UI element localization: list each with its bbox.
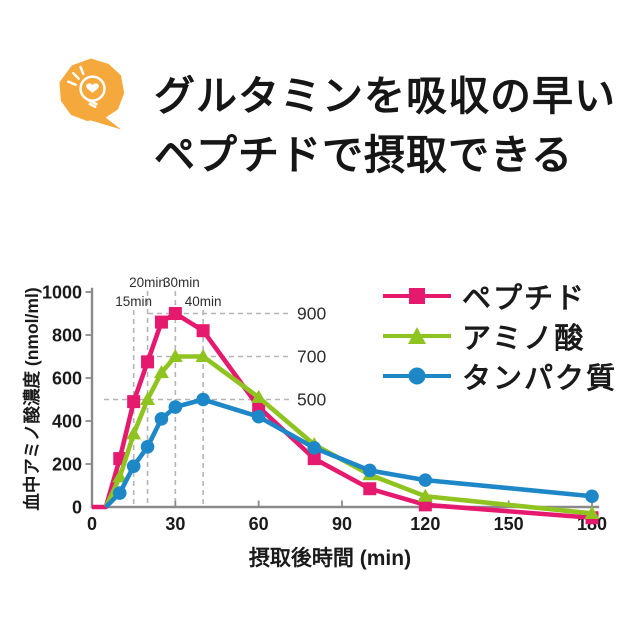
marker-square-peptide [127, 395, 141, 409]
y-tick-label-200: 200 [52, 455, 82, 475]
marker-triangle-amino-acid [153, 365, 169, 379]
y-tick-label-600: 600 [52, 369, 82, 389]
marker-square-peptide [196, 324, 210, 338]
y-tick-label-0: 0 [72, 498, 82, 518]
marker-circle-protein [251, 409, 266, 424]
page-title-line2: ペプチドで摂取できる [154, 132, 574, 179]
time-annotation-20min: 20min [129, 275, 166, 290]
value-annotation-500: 500 [297, 390, 326, 410]
time-annotation-15min: 15min [115, 294, 152, 309]
time-annotation-40min: 40min [185, 294, 222, 309]
marker-triangle-amino-acid [126, 426, 142, 440]
marker-square-peptide [363, 482, 377, 496]
marker-triangle-amino-acid [112, 469, 128, 483]
time-annotation-30min: 30min [163, 275, 200, 290]
marker-square-peptide [168, 307, 182, 320]
x-tick-label-150: 150 [494, 514, 524, 534]
series-protein [104, 392, 599, 509]
marker-triangle-amino-acid [140, 392, 156, 405]
marker-circle-protein [112, 486, 127, 500]
x-axis-title: 摂取後時間 (min) [249, 546, 411, 570]
series-line-amino-acid [103, 354, 593, 516]
value-annotation-700: 700 [297, 347, 326, 367]
x-tick-label-90: 90 [332, 514, 352, 534]
marker-square-peptide [307, 452, 321, 466]
marker-triangle-amino-acid [167, 349, 183, 362]
legend-marker-square-icon [383, 288, 451, 304]
y-tick-label-800: 800 [52, 326, 82, 346]
x-tick-label-0: 0 [87, 514, 97, 534]
legend-item-protein: タンパク質 [383, 356, 617, 396]
marker-triangle-amino-acid [195, 349, 211, 362]
x-tick-label-60: 60 [249, 514, 269, 534]
legend-item-amino-acid: アミノ酸 [383, 316, 617, 356]
y-tick-label-400: 400 [52, 412, 82, 432]
marker-square-peptide [141, 355, 155, 369]
series-peptide [92, 307, 599, 525]
marker-circle-protein [362, 463, 377, 478]
legend-label-peptide: ペプチド [462, 283, 587, 315]
y-axis-title: 血中アミノ酸濃度 (nmol/ml) [22, 287, 42, 510]
page-title: グルタミンを吸収の早い ペプチドで摂取できる [154, 67, 616, 185]
marker-triangle-amino-acid [251, 389, 267, 403]
marker-circle-protein [585, 489, 599, 504]
x-tick-label-30: 30 [165, 514, 185, 534]
tick-labels: 020040060080010000306090120150180 [42, 283, 607, 535]
marker-square-peptide [252, 400, 266, 414]
marker-circle-protein [418, 473, 433, 487]
marker-circle-protein [196, 392, 210, 407]
page-title-line1: グルタミンを吸収の早い [154, 73, 616, 120]
marker-circle-protein [168, 400, 183, 414]
legend-marker-triangle-icon [383, 327, 451, 344]
legend-marker-circle-icon [383, 367, 451, 385]
legend-item-peptide: ペプチド [383, 276, 617, 316]
marker-circle-protein [126, 459, 141, 473]
y-tick-label-1000: 1000 [42, 283, 82, 303]
marker-square-peptide [154, 315, 168, 329]
lightbulb-badge-icon [56, 57, 126, 130]
marker-circle-protein [307, 441, 322, 455]
series-line-protein [104, 397, 593, 509]
marker-circle-protein [140, 440, 155, 454]
marker-triangle-amino-acid [417, 488, 433, 502]
value-annotation-900: 900 [297, 304, 326, 324]
marker-circle-protein [154, 412, 169, 426]
chart-legend: ペプチドアミノ酸タンパク質 [383, 276, 617, 396]
legend-label-amino-acid: アミノ酸 [462, 323, 586, 355]
x-tick-label-120: 120 [410, 514, 440, 534]
legend-label-protein: タンパク質 [462, 363, 618, 395]
marker-triangle-amino-acid [584, 505, 600, 519]
